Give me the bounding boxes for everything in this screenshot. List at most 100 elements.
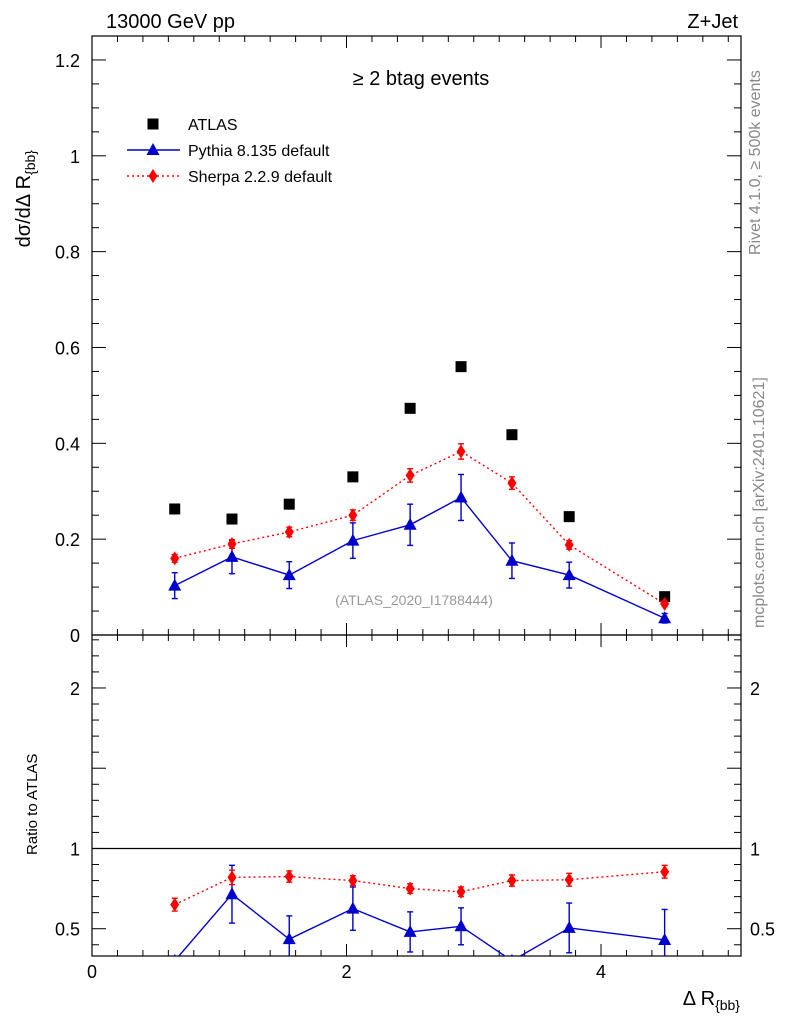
ratio-point-pythia-8-135-default xyxy=(454,919,468,932)
ratio-point-sherpa-2-2-9-default xyxy=(227,870,237,885)
legend-item-pythia-8-135-default: Pythia 8.135 default xyxy=(127,143,330,160)
main-point-atlas xyxy=(404,402,416,414)
legend-marker xyxy=(147,118,159,130)
legend-marker xyxy=(148,169,158,183)
legend-item-sherpa-2-2-9-default: Sherpa 2.2.9 default xyxy=(127,169,333,186)
x-tick-label: 0 xyxy=(87,962,97,982)
main-point-sherpa-2-2-9-default xyxy=(348,508,358,523)
main-point-pythia-8-135-default xyxy=(346,533,360,546)
main-point-sherpa-2-2-9-default xyxy=(507,476,517,491)
main-point-sherpa-2-2-9-default xyxy=(170,551,180,566)
header-process-label: Z+Jet xyxy=(687,11,738,33)
main-point-atlas xyxy=(347,471,359,483)
ratio-axis-ticks xyxy=(91,635,741,956)
ratio-plot-frame xyxy=(91,634,742,957)
main-series-sherpa-2-2-9-default xyxy=(170,443,670,611)
main-point-atlas xyxy=(506,429,518,441)
main-y-tick-label: 1 xyxy=(70,147,80,167)
main-point-atlas xyxy=(455,361,467,373)
ratio-point-pythia-8-135-default xyxy=(225,887,239,900)
legend: ATLAS Pythia 8.135 default Sherpa 2.2.9 de… xyxy=(127,117,333,186)
ratio-y-tick-label-right: 0.5 xyxy=(750,920,775,940)
header-energy-label: 13000 GeV pp xyxy=(106,11,235,33)
legend-label: ATLAS xyxy=(188,117,238,134)
ratio-panel: 0.5 0.5 1 1 2 2 0 2 4 Ratio to ATLAS Δ R{bb} xyxy=(24,634,775,1013)
main-y-tick-label: 0.6 xyxy=(55,338,80,358)
ratio-point-pythia-8-135-default xyxy=(282,932,296,945)
main-point-atlas xyxy=(283,498,295,510)
ratio-y-tick-label-left: 0.5 xyxy=(55,920,80,940)
main-point-sherpa-2-2-9-default xyxy=(564,537,574,552)
ratio-series-pythia-8-135-default xyxy=(173,864,672,956)
x-axis-label-main: Δ R xyxy=(683,988,715,1010)
main-point-pythia-8-135-default xyxy=(168,578,182,591)
ratio-series-sherpa-2-2-9-default xyxy=(170,864,670,912)
main-y-axis-label: dσ/dΔ R{bb} xyxy=(13,150,38,248)
main-point-pythia-8-135-default xyxy=(562,568,576,581)
mcplots-label: mcplots.cern.ch [arXiv:2401.10621] xyxy=(751,377,768,628)
main-line-sherpa-2-2-9-default xyxy=(174,450,666,605)
main-point-pythia-8-135-default xyxy=(658,611,672,624)
main-point-atlas xyxy=(226,513,238,525)
ratio-point-pythia-8-135-default xyxy=(562,920,576,933)
main-y-tick-label: 0.4 xyxy=(55,434,80,454)
ratio-point-sherpa-2-2-9-default xyxy=(456,884,466,899)
main-y-tick-label-zero: 0 xyxy=(70,626,80,646)
main-point-pythia-8-135-default xyxy=(282,568,296,581)
ratio-point-pythia-8-135-default xyxy=(346,901,360,914)
main-y-tick-label: 0.2 xyxy=(55,530,80,550)
main-y-axis-label-sub: {bb} xyxy=(22,150,38,175)
main-point-sherpa-2-2-9-default xyxy=(227,536,237,551)
ratio-y-axis-label: Ratio to ATLAS xyxy=(24,754,41,855)
svg-text:dσ/dΔ R{bb}: dσ/dΔ R{bb} xyxy=(13,150,38,248)
ratio-point-sherpa-2-2-9-default xyxy=(284,869,294,884)
legend-item-atlas: ATLAS xyxy=(147,117,238,134)
ratio-point-pythia-8-135-default xyxy=(403,924,417,937)
main-panel: 0.2 0.4 0.6 0.8 1 1.2 0 ≥ 2 btag events (ATLA… xyxy=(13,35,742,646)
main-y-tick-labels: 0.2 0.4 0.6 0.8 1 1.2 xyxy=(55,51,80,550)
main-point-sherpa-2-2-9-default xyxy=(660,596,670,611)
ratio-point-sherpa-2-2-9-default xyxy=(170,897,180,912)
ratio-point-sherpa-2-2-9-default xyxy=(660,864,670,879)
ratio-y-tick-labels: 0.5 0.5 1 1 2 2 xyxy=(55,679,775,940)
ratio-y-tick-label-right: 2 xyxy=(750,679,760,699)
main-y-tick-label: 1.2 xyxy=(55,51,80,71)
ratio-point-sherpa-2-2-9-default xyxy=(564,872,574,887)
main-point-pythia-8-135-default xyxy=(454,490,468,503)
main-point-atlas xyxy=(659,591,671,603)
ratio-point-pythia-8-135-default xyxy=(658,932,672,945)
ratio-point-sherpa-2-2-9-default xyxy=(507,873,517,888)
analysis-tag: (ATLAS_2020_I1788444) xyxy=(335,592,493,608)
main-point-pythia-8-135-default xyxy=(505,553,519,566)
legend-label: Pythia 8.135 default xyxy=(188,143,330,160)
ratio-line-sherpa-2-2-9-default xyxy=(174,871,665,906)
main-series-group xyxy=(168,361,672,624)
main-series-atlas xyxy=(169,361,671,603)
ratio-y-tick-label-right: 1 xyxy=(750,839,760,859)
x-axis-label-sub: {bb} xyxy=(715,997,740,1013)
main-y-axis-label-main: dσ/dΔ R xyxy=(13,175,35,247)
main-point-atlas xyxy=(563,511,575,523)
main-point-pythia-8-135-default xyxy=(225,549,239,562)
main-axis-ticks xyxy=(91,35,741,636)
rivet-version-label: Rivet 4.1.0, ≥ 500k events xyxy=(747,70,764,255)
ratio-point-pythia-8-135-default xyxy=(173,953,176,956)
ratio-point-sherpa-2-2-9-default xyxy=(348,873,358,888)
x-tick-label: 4 xyxy=(596,962,606,982)
main-point-pythia-8-135-default xyxy=(403,517,417,530)
x-axis-label: Δ R{bb} xyxy=(683,988,741,1013)
main-point-sherpa-2-2-9-default xyxy=(405,468,415,483)
legend-marker xyxy=(146,143,160,155)
x-tick-label: 2 xyxy=(342,962,352,982)
ratio-point-sherpa-2-2-9-default xyxy=(405,881,415,896)
x-tick-labels: 0 2 4 xyxy=(87,962,606,982)
legend-label: Sherpa 2.2.9 default xyxy=(188,169,333,186)
ratio-y-tick-label-left: 2 xyxy=(70,679,80,699)
main-title: ≥ 2 btag events xyxy=(353,68,490,90)
main-point-sherpa-2-2-9-default xyxy=(456,444,466,459)
main-series-pythia-8-135-default xyxy=(168,473,672,624)
ratio-line-pythia-8-135-default xyxy=(177,893,665,956)
ratio-point-pythia-8-135-default xyxy=(510,953,514,956)
main-point-sherpa-2-2-9-default xyxy=(284,524,294,539)
